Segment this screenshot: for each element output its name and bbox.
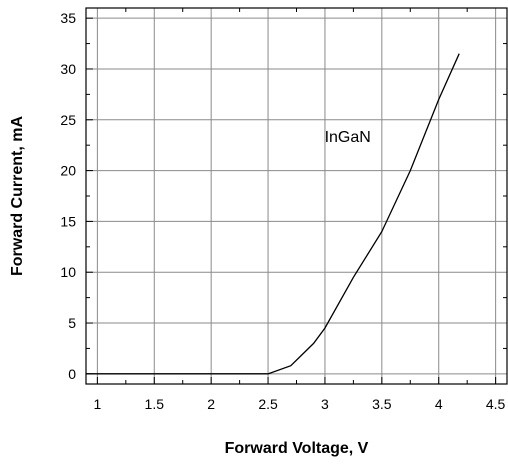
x-tick-label: 4 [435, 396, 443, 412]
series-line-ingan [86, 53, 460, 375]
y-tick-label: 35 [60, 10, 76, 26]
x-tick-label: 2.5 [258, 396, 278, 412]
y-tick-labels: 0 5 10 15 20 25 30 35 [60, 10, 76, 382]
y-tick-label: 15 [60, 213, 76, 229]
y-tick-label: 30 [60, 61, 76, 77]
y-tick-label: 20 [60, 163, 76, 179]
x-tick-label: 4.5 [486, 396, 506, 412]
annotations: InGaN [325, 129, 371, 146]
grid [86, 8, 507, 384]
y-tick-label: 25 [60, 112, 76, 128]
plot-frame [85, 7, 508, 385]
ticks [86, 8, 507, 384]
x-tick-label: 2 [207, 396, 215, 412]
series-layer [86, 53, 460, 375]
y-tick-label: 10 [60, 264, 76, 280]
series-label: InGaN [325, 129, 371, 146]
x-tick-labels: 1 1.5 2 2.5 3 3.5 4 4.5 [93, 396, 505, 412]
y-tick-label: 0 [68, 366, 76, 382]
y-axis-title: Forward Current, mA [9, 116, 26, 276]
x-tick-label: 3 [321, 396, 329, 412]
x-axis-title: Forward Voltage, V [225, 440, 369, 457]
x-tick-label: 3.5 [372, 396, 392, 412]
x-tick-label: 1 [93, 396, 101, 412]
y-tick-label: 5 [68, 315, 76, 331]
x-tick-label: 1.5 [145, 396, 165, 412]
